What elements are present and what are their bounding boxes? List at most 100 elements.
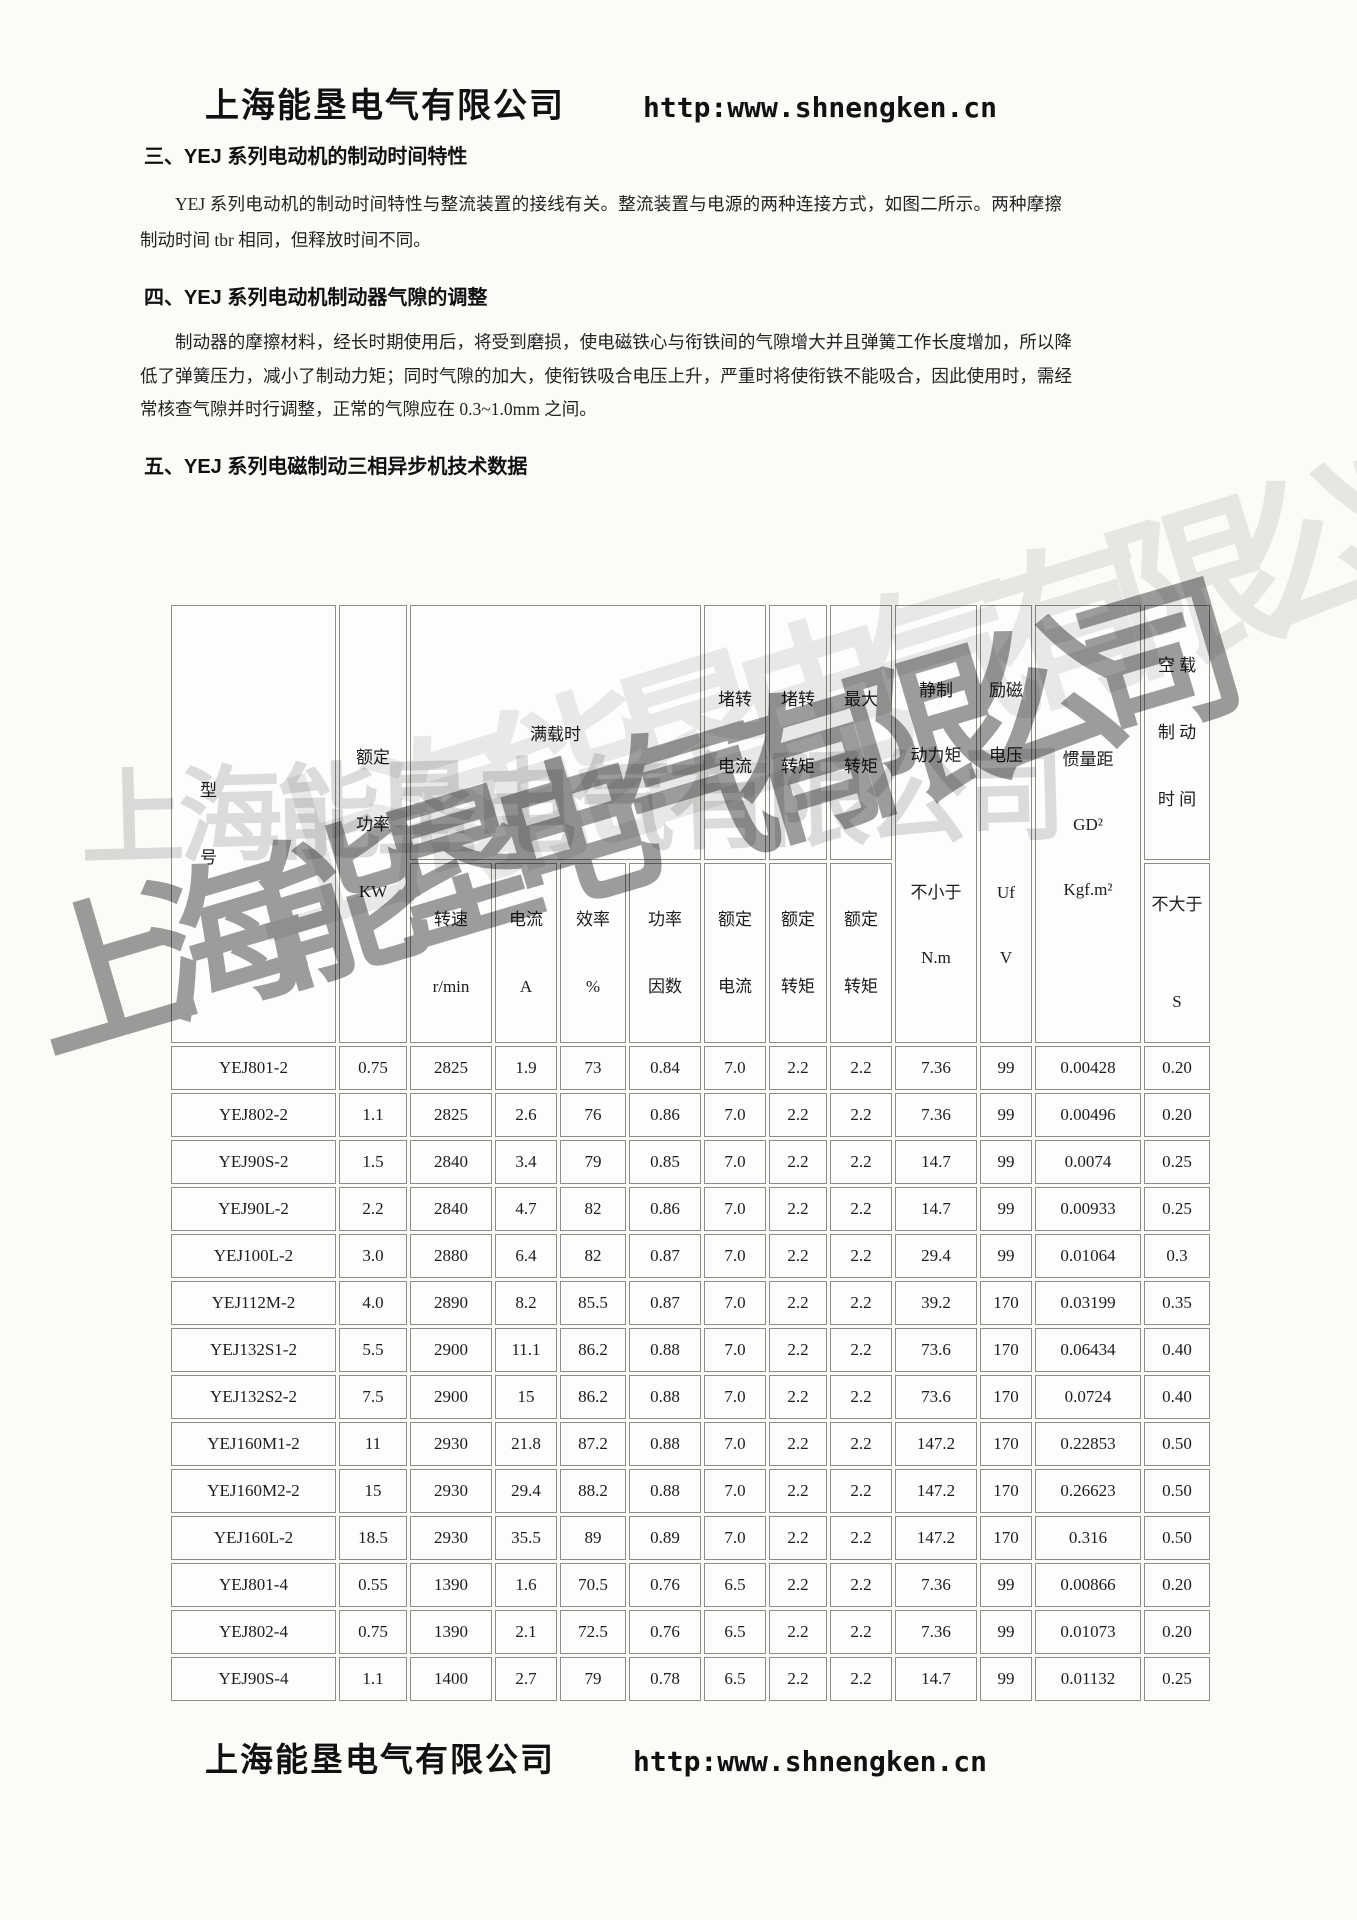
header-line: A [519,977,533,996]
col-header-no-load-braking-time: 空 载 制 动 时 间 [1144,605,1210,860]
value-cell: 0.00866 [1035,1563,1141,1607]
value-cell: 1.5 [339,1140,407,1184]
value-cell: 2.1 [495,1610,557,1654]
value-cell: 2.2 [769,1657,827,1701]
table-row: YEJ801-4 0.55 1390 1.6 70.5 0.76 6.5 2.2 2.2 7.36… [171,1563,1210,1607]
value-cell: 18.5 [339,1516,407,1560]
value-cell: 1390 [410,1563,492,1607]
value-cell: 2.2 [769,1563,827,1607]
value-cell: 170 [980,1328,1032,1372]
model-cell: YEJ112M-2 [171,1281,336,1325]
value-cell: 7.0 [704,1093,766,1137]
col-header-static-braking-torque: 静制 动力矩 不小于 N.m [895,605,977,1043]
col-header-max-torque: 最大 转矩 [830,605,892,860]
col-subheader-rated-torque-2: 额定 转矩 [830,863,892,1043]
value-cell: 7.36 [895,1563,977,1607]
value-cell: 2.2 [830,1469,892,1513]
value-cell: 2.2 [769,1516,827,1560]
value-cell: 0.26623 [1035,1469,1141,1513]
table-row: YEJ160M2-2 15 2930 29.4 88.2 0.88 7.0 2.2 2.2 147… [171,1469,1210,1513]
model-cell: YEJ802-2 [171,1093,336,1137]
value-cell: 2.2 [830,1093,892,1137]
col-subheader-rated-current: 额定 电流 [704,863,766,1043]
header-line: 不小于 [910,883,962,902]
model-cell: YEJ801-4 [171,1563,336,1607]
value-cell: 39.2 [895,1281,977,1325]
value-cell: 86.2 [560,1328,626,1372]
value-cell: 7.0 [704,1516,766,1560]
model-cell: YEJ90S-2 [171,1140,336,1184]
value-cell: 79 [560,1140,626,1184]
value-cell: 0.22853 [1035,1422,1141,1466]
col-header-rated-power: 额定 功率 KW [339,605,407,1043]
table-row: YEJ112M-2 4.0 2890 8.2 85.5 0.87 7.0 2.2 2.2 39.2… [171,1281,1210,1325]
header-line: V [999,948,1013,967]
value-cell: 99 [980,1610,1032,1654]
value-cell: 170 [980,1375,1032,1419]
value-cell: 0.03199 [1035,1281,1141,1325]
header-line: 转矩 [844,756,878,776]
company-url[interactable]: http:www.shnengken.cn [633,1745,988,1778]
col-subheader-no-load-limit: 不大于 S [1144,863,1210,1043]
value-cell: 2840 [410,1187,492,1231]
col-header-model: 型 号 [171,605,336,1043]
value-cell: 0.316 [1035,1516,1141,1560]
value-cell: 0.87 [629,1234,701,1278]
value-cell: 0.86 [629,1093,701,1137]
header-line: 额定 [781,910,815,929]
company-url[interactable]: http:www.shnengken.cn [643,91,998,124]
value-cell: 2930 [410,1469,492,1513]
value-cell: 0.01073 [1035,1610,1141,1654]
header-line: 堵转 [781,689,815,709]
table-header-row-1: 型 号 额定 功率 KW 满载时 堵转 [171,605,1210,1043]
value-cell: 0.84 [629,1046,701,1090]
value-cell: 170 [980,1281,1032,1325]
value-cell: 4.0 [339,1281,407,1325]
value-cell: 6.5 [704,1610,766,1654]
value-cell: 0.50 [1144,1422,1210,1466]
value-cell: 147.2 [895,1422,977,1466]
value-cell: 7.0 [704,1375,766,1419]
value-cell: 0.89 [629,1516,701,1560]
value-cell: 0.50 [1144,1469,1210,1513]
value-cell: 0.25 [1144,1140,1210,1184]
col-header-locked-rotor-current: 堵转 电流 [704,605,766,860]
header-line: 转速 [434,910,468,929]
value-cell: 99 [980,1657,1032,1701]
section-paragraph-4: 制动器的摩擦材料，经长时期使用后，将受到磨损，使电磁铁心与衔铁间的气隙增大并且弹… [140,332,1072,419]
value-cell: 0.85 [629,1140,701,1184]
value-cell: 0.01132 [1035,1657,1141,1701]
value-cell: 0.3 [1144,1234,1210,1278]
value-cell: 2.2 [830,1046,892,1090]
value-cell: 2.2 [769,1046,827,1090]
value-cell: 0.75 [339,1610,407,1654]
value-cell: 2.2 [830,1375,892,1419]
value-cell: 170 [980,1516,1032,1560]
value-cell: 0.87 [629,1281,701,1325]
value-cell: 2880 [410,1234,492,1278]
value-cell: 2.2 [769,1375,827,1419]
model-cell: YEJ100L-2 [171,1234,336,1278]
value-cell: 1.1 [339,1093,407,1137]
value-cell: 0.20 [1144,1093,1210,1137]
model-cell: YEJ160M2-2 [171,1469,336,1513]
value-cell: 0.88 [629,1422,701,1466]
value-cell: 76 [560,1093,626,1137]
value-cell: 73 [560,1046,626,1090]
value-cell: 170 [980,1422,1032,1466]
value-cell: 88.2 [560,1469,626,1513]
table-header-row-2: 转速 r/min 电流 A 效率 % [171,863,1210,1043]
col-header-efficiency: 效率 % [560,863,626,1043]
value-cell: 2.2 [830,1234,892,1278]
value-cell: 2.2 [769,1610,827,1654]
col-header-speed: 转速 r/min [410,863,492,1043]
value-cell: 7.0 [704,1046,766,1090]
value-cell: 2.7 [495,1657,557,1701]
value-cell: 2.2 [769,1422,827,1466]
value-cell: 3.4 [495,1140,557,1184]
value-cell: 3.0 [339,1234,407,1278]
value-cell: 99 [980,1187,1032,1231]
value-cell: 2.2 [830,1657,892,1701]
header-line: 额定 [718,910,752,929]
